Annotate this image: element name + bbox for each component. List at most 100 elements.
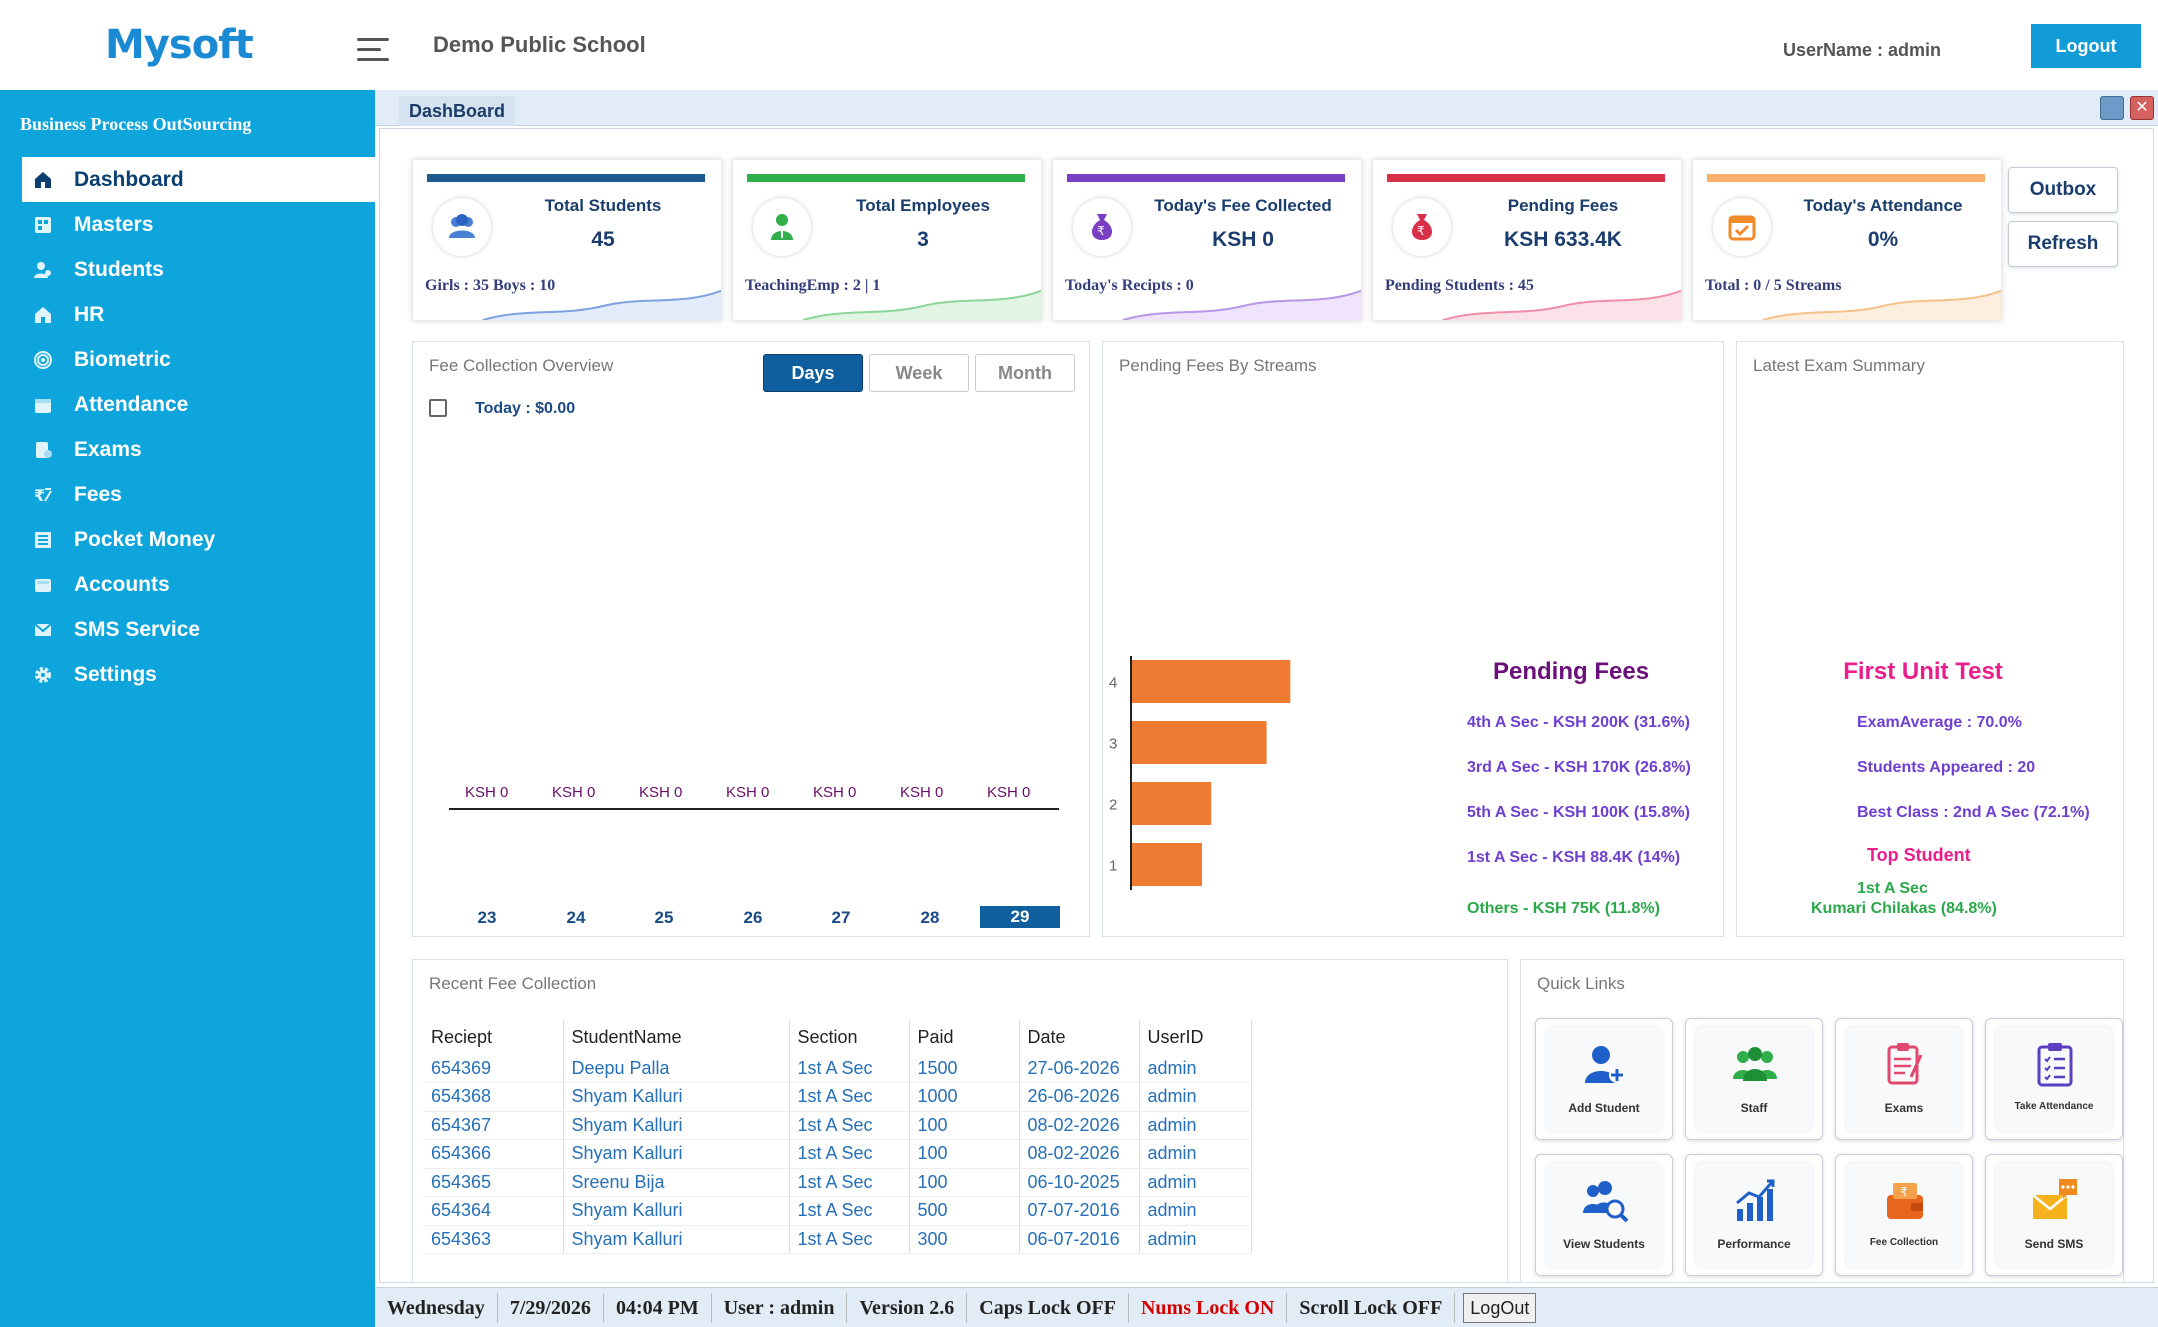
sidebar-item-exams[interactable]: Exams xyxy=(22,427,375,472)
quick-link-label: Performance xyxy=(1717,1237,1791,1251)
sidebar-item-sms-service[interactable]: SMS Service xyxy=(22,607,375,652)
column-header[interactable]: UserID xyxy=(1139,1020,1252,1054)
pending-fee-bar[interactable] xyxy=(1132,660,1291,703)
pending-stream-line: 3rd A Sec - KSH 170K (26.8%) xyxy=(1467,759,1691,776)
quick-link-label: Exams xyxy=(1884,1101,1924,1115)
cell: admin xyxy=(1139,1082,1252,1112)
tab-bar: DashBoard ✕ xyxy=(375,90,2158,126)
exam-icon xyxy=(32,439,54,461)
sidebar-item-label: Fees xyxy=(74,482,122,506)
sidebar-item-masters[interactable]: Masters xyxy=(22,202,375,247)
card-pending-fees: ₹ Pending Fees KSH 633.4K Pending Studen… xyxy=(1372,159,1682,321)
day-label-selected[interactable]: 29 xyxy=(980,906,1060,928)
table-row[interactable]: 654365 Sreenu Bija 1st A Sec 100 06-10-2025 a… xyxy=(423,1168,1252,1197)
performance-icon xyxy=(1736,1179,1775,1221)
table-row[interactable]: 654366 Shyam Kalluri 1st A Sec 100 08-02-202… xyxy=(423,1139,1252,1169)
best-class: Best Class : 2nd A Sec (72.1%) xyxy=(1857,804,2090,821)
sidebar-item-label: Students xyxy=(74,257,164,281)
table-row[interactable]: 654364 Shyam Kalluri 1st A Sec 500 07-07-201… xyxy=(423,1196,1252,1226)
cell: 300 xyxy=(909,1225,1020,1254)
day-label[interactable]: 23 xyxy=(477,908,497,927)
pending-stream-line: 4th A Sec - KSH 200K (31.6%) xyxy=(1467,714,1690,731)
axis-line xyxy=(449,808,1059,810)
close-icon[interactable]: ✕ xyxy=(2130,96,2154,120)
sidebar-item-dashboard[interactable]: Dashboard xyxy=(22,157,375,202)
sidebar-item-attendance[interactable]: Attendance xyxy=(22,382,375,427)
status-logout-button[interactable]: LogOut xyxy=(1463,1292,1537,1323)
table-row[interactable]: 654363 Shyam Kalluri 1st A Sec 300 06-07-201… xyxy=(423,1225,1252,1254)
day-fee-label: KSH 0 xyxy=(987,784,1031,801)
pending-fee-bar[interactable] xyxy=(1132,843,1202,886)
day-label[interactable]: 27 xyxy=(831,908,851,927)
card-sparkline xyxy=(1442,289,1681,320)
segment-week[interactable]: Week xyxy=(869,354,969,392)
column-header[interactable]: Date xyxy=(1019,1020,1140,1054)
exams-icon xyxy=(1887,1043,1923,1085)
sidebar-item-hr[interactable]: HR xyxy=(22,292,375,337)
cell: admin xyxy=(1139,1196,1252,1226)
segment-month[interactable]: Month xyxy=(975,354,1075,392)
pending-fees-bar-chart: 4 3 2 1 xyxy=(1109,656,1291,890)
card-total-students: Total Students 45 Girls : 35 Boys : 10 xyxy=(412,159,722,321)
column-header[interactable]: Section xyxy=(789,1020,910,1054)
cell: Deepu Palla xyxy=(563,1054,790,1083)
today-checkbox[interactable] xyxy=(429,399,447,417)
quick-link-label: View Students xyxy=(1563,1237,1645,1251)
top-student-label: Top Student xyxy=(1867,845,1971,865)
status-day: Wednesday xyxy=(375,1292,498,1323)
quick-link-take-attendance[interactable]: Take Attendance xyxy=(1985,1018,2123,1140)
card-subtext: TeachingEmp : 2 | 1 xyxy=(745,277,881,294)
column-header[interactable]: Paid xyxy=(909,1020,1020,1054)
svg-text:₹: ₹ xyxy=(1417,224,1425,238)
table-row[interactable]: 654368 Shyam Kalluri 1st A Sec 1000 26-06-20… xyxy=(423,1082,1252,1112)
sidebar-item-fees[interactable]: ₹ Fees xyxy=(22,472,375,517)
cell: 654368 xyxy=(423,1082,564,1112)
quick-link-send-sms[interactable]: Send SMS xyxy=(1985,1154,2123,1276)
cell: 27-06-2026 xyxy=(1019,1054,1140,1083)
sidebar-item-settings[interactable]: Settings xyxy=(22,652,375,697)
day-label[interactable]: 24 xyxy=(566,908,586,927)
day-label[interactable]: 25 xyxy=(654,908,674,927)
card-attendance: Today's Attendance 0% Total : 0 / 5 Stre… xyxy=(1692,159,2002,321)
quick-link-exams[interactable]: Exams xyxy=(1835,1018,1973,1140)
cell: 1000 xyxy=(909,1082,1020,1112)
app-logo: Mysoft xyxy=(105,22,254,68)
refresh-button[interactable]: Refresh xyxy=(2008,221,2118,267)
quick-link-fee-collection[interactable]: ₹ Fee Collection xyxy=(1835,1154,1973,1276)
minimize-icon[interactable] xyxy=(2100,96,2124,120)
sidebar-item-students[interactable]: Students xyxy=(22,247,375,292)
day-label[interactable]: 28 xyxy=(920,908,940,927)
pending-bag-icon: ₹ xyxy=(1393,198,1451,256)
quick-link-add-student[interactable]: Add Student xyxy=(1535,1018,1673,1140)
tab-dashboard[interactable]: DashBoard xyxy=(399,96,516,126)
column-header[interactable]: Reciept xyxy=(423,1020,564,1054)
quick-link-view-students[interactable]: View Students xyxy=(1535,1154,1673,1276)
quick-link-label: Add Student xyxy=(1568,1101,1640,1115)
sidebar-item-pocket-money[interactable]: Pocket Money xyxy=(22,517,375,562)
column-header[interactable]: StudentName xyxy=(563,1020,790,1054)
logout-button[interactable]: Logout xyxy=(2031,24,2141,68)
cell: 1st A Sec xyxy=(789,1111,910,1140)
segment-days[interactable]: Days xyxy=(763,354,863,392)
quick-link-staff[interactable]: Staff xyxy=(1685,1018,1823,1140)
table-row[interactable]: 654367 Shyam Kalluri 1st A Sec 100 08-02-202… xyxy=(423,1111,1252,1140)
home-icon xyxy=(32,169,54,191)
pending-fee-bar[interactable] xyxy=(1132,782,1212,825)
cell: Shyam Kalluri xyxy=(563,1111,790,1140)
outbox-button[interactable]: Outbox xyxy=(2008,167,2118,213)
pending-fee-bar[interactable] xyxy=(1132,721,1267,764)
students-appeared: Students Appeared : 20 xyxy=(1857,759,2036,776)
menu-toggle-icon[interactable] xyxy=(357,38,389,62)
pending-stream-line: 1st A Sec - KSH 88.4K (14%) xyxy=(1467,849,1681,866)
exam-average: ExamAverage : 70.0% xyxy=(1857,714,2022,731)
day-label[interactable]: 26 xyxy=(743,908,763,927)
sidebar-item-label: HR xyxy=(74,302,105,326)
recent-fee-panel: Recent Fee Collection Reciept StudentNam… xyxy=(412,959,1508,1283)
top-header: Mysoft Demo Public School UserName : adm… xyxy=(0,0,2158,90)
sidebar-item-biometric[interactable]: Biometric xyxy=(22,337,375,382)
employee-icon xyxy=(753,198,811,256)
table-row[interactable]: 654369 Deepu Palla 1st A Sec 1500 27-06-2026… xyxy=(423,1054,1252,1083)
sidebar-item-accounts[interactable]: Accounts xyxy=(22,562,375,607)
card-label: Total Employees xyxy=(856,196,990,215)
quick-link-performance[interactable]: Performance xyxy=(1685,1154,1823,1276)
